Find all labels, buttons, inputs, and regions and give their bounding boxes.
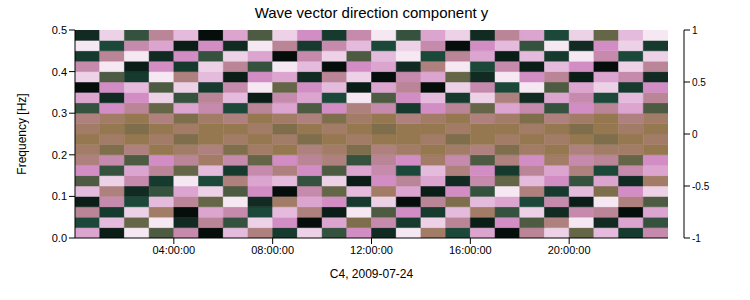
svg-text:0.5: 0.5 — [52, 24, 67, 36]
svg-text:04:00:00: 04:00:00 — [152, 244, 195, 256]
svg-text:0.4: 0.4 — [52, 66, 67, 78]
svg-text:08:00:00: 08:00:00 — [251, 244, 294, 256]
svg-text:Frequency [Hz]: Frequency [Hz] — [15, 93, 29, 174]
svg-text:0.1: 0.1 — [52, 190, 67, 202]
svg-text:0: 0 — [692, 129, 698, 140]
svg-text:1: 1 — [692, 25, 698, 36]
svg-text:C4, 2009-07-24: C4, 2009-07-24 — [330, 267, 414, 281]
svg-text:-1: -1 — [692, 233, 701, 244]
svg-text:0.3: 0.3 — [52, 107, 67, 119]
svg-text:-0.5: -0.5 — [692, 181, 710, 192]
svg-text:0.2: 0.2 — [52, 149, 67, 161]
svg-text:16:00:00: 16:00:00 — [449, 244, 492, 256]
html-text:Wave vector direction componen: Wave vector direction component y — [254, 4, 489, 21]
svg-text:0.5: 0.5 — [692, 77, 706, 88]
svg-text:12:00:00: 12:00:00 — [350, 244, 393, 256]
svg-text:20:00:00: 20:00:00 — [548, 244, 591, 256]
svg-text:0.0: 0.0 — [52, 232, 67, 244]
